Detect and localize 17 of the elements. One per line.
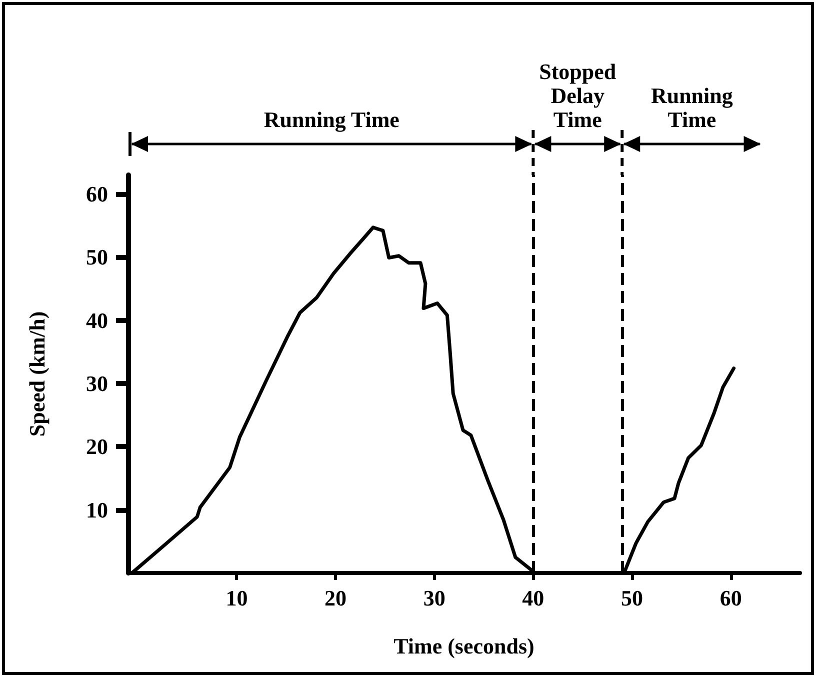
y-tick-label: 40: [86, 308, 108, 333]
y-tick-label: 20: [86, 434, 108, 460]
y-axis-title: Speed (km/h): [24, 311, 50, 437]
x-tick-label: 30: [423, 586, 446, 610]
y-tick-label: 50: [86, 244, 108, 270]
text: Stopped Delay Time: [538, 59, 618, 132]
x-tick-label: 50: [621, 586, 643, 610]
x-tick-label: 10: [226, 586, 248, 610]
x-axis-title: Time (seconds): [394, 634, 534, 658]
x-tick-label: 60: [720, 586, 742, 610]
x-tick-label: 20: [324, 586, 347, 610]
x-tick-label: 40: [522, 586, 544, 610]
y-tick-label: 10: [86, 497, 108, 522]
text: Running Time: [262, 107, 400, 132]
y-tick-label: 30: [86, 370, 108, 396]
y-tick-label: 60: [86, 181, 108, 206]
text: Running Time: [650, 83, 734, 132]
